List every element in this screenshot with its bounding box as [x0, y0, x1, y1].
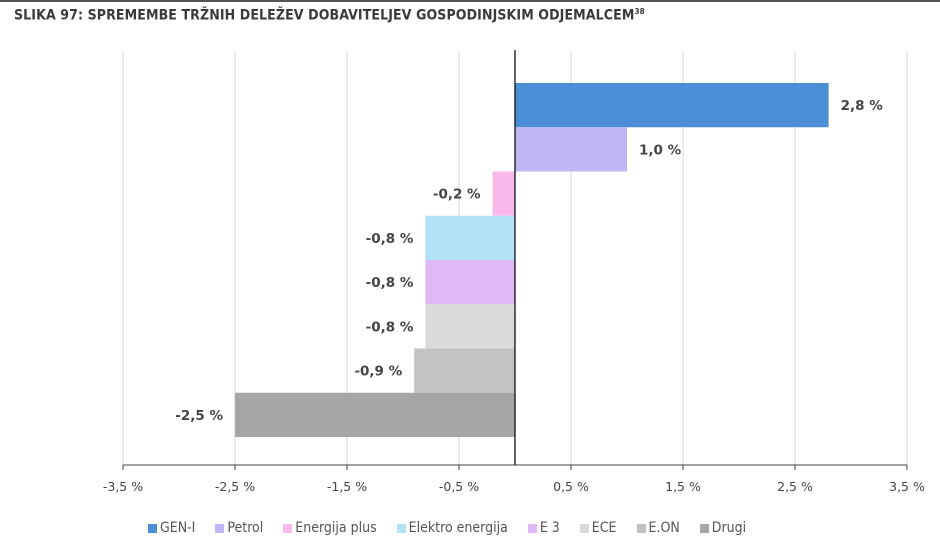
bar-e-3 [425, 260, 515, 305]
legend-swatch [636, 523, 646, 533]
legend-item: Elektro energija [396, 520, 508, 536]
data-label: -0,9 % [354, 364, 402, 380]
x-tick-label: -3,5 % [103, 479, 143, 494]
legend-label: Drugi [711, 520, 747, 536]
bar-petrol [515, 127, 627, 172]
bar-ece [425, 304, 515, 349]
legend-item: ECE [579, 520, 617, 536]
legend-label: Energija plus [295, 520, 377, 536]
data-label: -0,2 % [433, 187, 481, 203]
legend-label: Petrol [227, 520, 264, 536]
legend-label: E 3 [539, 520, 560, 536]
chart-title: SLIKA 97: SPREMEMBE TRŽNIH DELEŽEV DOBAV… [14, 7, 645, 24]
bar-energija-plus [492, 171, 515, 216]
legend-swatch [396, 523, 406, 533]
bar-e-on [414, 348, 515, 393]
legend-swatch [148, 523, 157, 533]
legend-swatch [699, 523, 709, 533]
legend-label: E.ON [648, 520, 680, 536]
legend-item: Drugi [699, 520, 747, 536]
legend-swatch [283, 523, 293, 533]
legend-item: Petrol [215, 520, 263, 536]
data-label: -2,5 % [175, 408, 223, 424]
legend-label: ECE [591, 520, 617, 536]
bar-elektro-energija [425, 215, 515, 260]
bar-gen-i [515, 83, 829, 128]
legend-label: GEN-I [160, 520, 196, 536]
legend: GEN-I Petrol Energija plus Elektro energija… [148, 520, 766, 536]
x-tick-label: 2,5 % [777, 479, 813, 494]
legend-swatch [527, 523, 537, 533]
data-label: -0,8 % [366, 231, 414, 247]
x-tick-label: 3,5 % [889, 479, 925, 494]
x-tick-label: -2,5 % [215, 479, 255, 494]
x-tick-label: 0,5 % [553, 479, 589, 494]
bar-drugi [235, 392, 515, 437]
data-label: 1,0 % [639, 142, 682, 158]
legend-item: E.ON [636, 520, 680, 536]
x-tick-label: 1,5 % [665, 479, 701, 494]
legend-swatch [215, 523, 225, 533]
data-label: -0,8 % [366, 319, 414, 335]
x-tick-label: -0,5 % [439, 479, 479, 494]
footnote-ref: 38 [634, 7, 645, 16]
legend-swatch [579, 523, 589, 533]
data-label: -0,8 % [366, 275, 414, 291]
data-label: 2,8 % [841, 98, 884, 114]
legend-item: E 3 [527, 520, 560, 536]
legend-label: Elektro energija [408, 520, 508, 536]
x-tick-label: -1,5 % [327, 479, 367, 494]
top-rule [0, 0, 940, 2]
legend-item: GEN-I [148, 520, 195, 536]
legend-item: Energija plus [283, 520, 377, 536]
chart-title-text: SLIKA 97: SPREMEMBE TRŽNIH DELEŽEV DOBAV… [14, 7, 635, 24]
